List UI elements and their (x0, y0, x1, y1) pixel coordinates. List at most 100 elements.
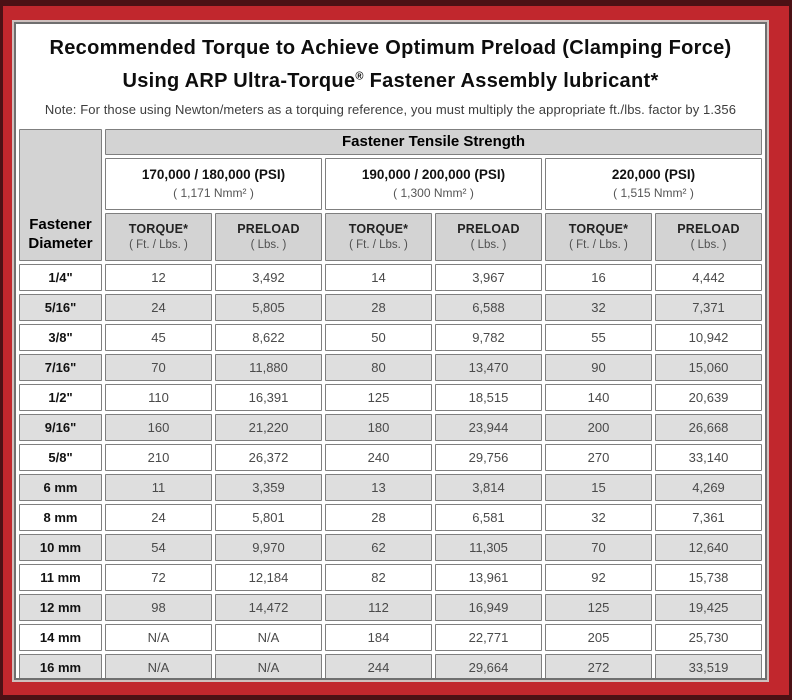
preload-column-header: PRELOAD ( Lbs. ) (215, 212, 322, 261)
preload-column-header: PRELOAD ( Lbs. ) (655, 212, 763, 261)
value-cell: 125 (325, 383, 432, 411)
value-cell: 7,361 (655, 503, 763, 531)
value-cell: 32 (545, 293, 652, 321)
value-cell: 125 (545, 593, 652, 621)
value-cell: 4,269 (655, 473, 763, 501)
value-cell: 200 (545, 413, 652, 441)
diameter-cell: 6 mm (19, 473, 102, 501)
content-card: Recommended Torque to Achieve Optimum Pr… (14, 22, 767, 680)
diameter-cell: 5/16" (19, 293, 102, 321)
value-cell: 22,771 (435, 623, 542, 651)
value-cell: 70 (545, 533, 652, 561)
table-row: 3/8" 45 8,622 50 9,782 55 10,942 (19, 323, 763, 351)
value-cell: 24 (105, 293, 212, 321)
value-cell: 25,730 (655, 623, 763, 651)
value-cell: 18,515 (435, 383, 542, 411)
value-cell: 3,492 (215, 263, 322, 291)
torque-column-header: TORQUE* ( Ft. / Lbs. ) (545, 212, 652, 261)
diameter-cell: 10 mm (19, 533, 102, 561)
psi-label: 220,000 (PSI) (611, 167, 696, 183)
value-cell: 29,756 (435, 443, 542, 471)
value-cell: 13,470 (435, 353, 542, 381)
table-row: 11 mm 72 12,184 82 13,961 92 15,738 (19, 563, 763, 591)
nmm-label: ( 1,300 Nmm² ) (393, 186, 474, 201)
diameter-cell: 1/2" (19, 383, 102, 411)
value-cell: 10,942 (655, 323, 763, 351)
diameter-cell: 11 mm (19, 563, 102, 591)
value-cell: 5,801 (215, 503, 322, 531)
value-cell: 90 (545, 353, 652, 381)
value-cell: 11,880 (215, 353, 322, 381)
tensile-header-row: Fastener Diameter Fastener Tensile Stren… (19, 128, 763, 261)
value-cell: 180 (325, 413, 432, 441)
value-cell: N/A (215, 623, 322, 651)
diameter-header-line1: Fastener (29, 215, 92, 233)
column-header-row: TORQUE* ( Ft. / Lbs. ) PRELOAD ( Lbs. ) … (19, 212, 763, 261)
diameter-cell: 1/4" (19, 263, 102, 291)
table-row: 10 mm 54 9,970 62 11,305 70 12,640 (19, 533, 763, 561)
title-line-1: Recommended Torque to Achieve Optimum Pr… (49, 37, 732, 59)
value-cell: 12,184 (215, 563, 322, 591)
value-cell: 28 (325, 293, 432, 321)
torque-column-header: TORQUE* ( Ft. / Lbs. ) (105, 212, 212, 261)
table-body: 1/4" 12 3,492 14 3,967 16 4,442 5/16" 24 5,805 28 6… (19, 263, 763, 678)
value-cell: 55 (545, 323, 652, 351)
value-cell: 26,668 (655, 413, 763, 441)
value-cell: 32 (545, 503, 652, 531)
note-text: Note: For those using Newton/meters as a… (44, 101, 737, 117)
diameter-cell: 14 mm (19, 623, 102, 651)
diameter-cell: 7/16" (19, 353, 102, 381)
value-cell: 16,391 (215, 383, 322, 411)
value-cell: 16 (545, 263, 652, 291)
value-cell: 15,738 (655, 563, 763, 591)
torque-column-header: TORQUE* ( Ft. / Lbs. ) (325, 212, 432, 261)
table-row: 14 mm N/A N/A 184 22,771 205 25,730 (19, 623, 763, 651)
value-cell: 29,664 (435, 653, 542, 678)
nmm-label: ( 1,171 Nmm² ) (173, 186, 254, 201)
value-cell: 62 (325, 533, 432, 561)
value-cell: 21,220 (215, 413, 322, 441)
value-cell: 24 (105, 503, 212, 531)
psi-header-row: 170,000 / 180,000 (PSI) ( 1,171 Nmm² ) 1… (19, 157, 763, 210)
value-cell: 13,961 (435, 563, 542, 591)
value-cell: 33,519 (655, 653, 763, 678)
value-cell: 20,639 (655, 383, 763, 411)
torque-table: Fastener Diameter Fastener Tensile Stren… (16, 126, 765, 678)
value-cell: 8,622 (215, 323, 322, 351)
table-row: 5/16" 24 5,805 28 6,588 32 7,371 (19, 293, 763, 321)
value-cell: 23,944 (435, 413, 542, 441)
value-cell: 72 (105, 563, 212, 591)
value-cell: 92 (545, 563, 652, 591)
value-cell: 12,640 (655, 533, 763, 561)
value-cell: 45 (105, 323, 212, 351)
value-cell: 82 (325, 563, 432, 591)
value-cell: 70 (105, 353, 212, 381)
registered-mark: ® (355, 70, 364, 82)
value-cell: 4,442 (655, 263, 763, 291)
value-cell: 6,588 (435, 293, 542, 321)
value-cell: 5,805 (215, 293, 322, 321)
value-cell: 19,425 (655, 593, 763, 621)
value-cell: 112 (325, 593, 432, 621)
value-cell: 3,359 (215, 473, 322, 501)
value-cell: 12 (105, 263, 212, 291)
page-title: Recommended Torque to Achieve Optimum Pr… (22, 34, 759, 95)
value-cell: 13 (325, 473, 432, 501)
value-cell: 140 (545, 383, 652, 411)
value-cell: 16,949 (435, 593, 542, 621)
table-row: 1/2" 110 16,391 125 18,515 140 20,639 (19, 383, 763, 411)
value-cell: 184 (325, 623, 432, 651)
psi-label: 190,000 / 200,000 (PSI) (361, 167, 506, 183)
table-row: 5/8" 210 26,372 240 29,756 270 33,140 (19, 443, 763, 471)
red-frame: Recommended Torque to Achieve Optimum Pr… (3, 6, 789, 695)
value-cell: 80 (325, 353, 432, 381)
tensile-strength-header: Fastener Tensile Strength (105, 128, 763, 155)
value-cell: 272 (545, 653, 652, 678)
value-cell: 54 (105, 533, 212, 561)
nmm-label: ( 1,515 Nmm² ) (613, 186, 694, 201)
diameter-cell: 3/8" (19, 323, 102, 351)
diameter-cell: 16 mm (19, 653, 102, 678)
value-cell: 28 (325, 503, 432, 531)
diameter-cell: 5/8" (19, 443, 102, 471)
